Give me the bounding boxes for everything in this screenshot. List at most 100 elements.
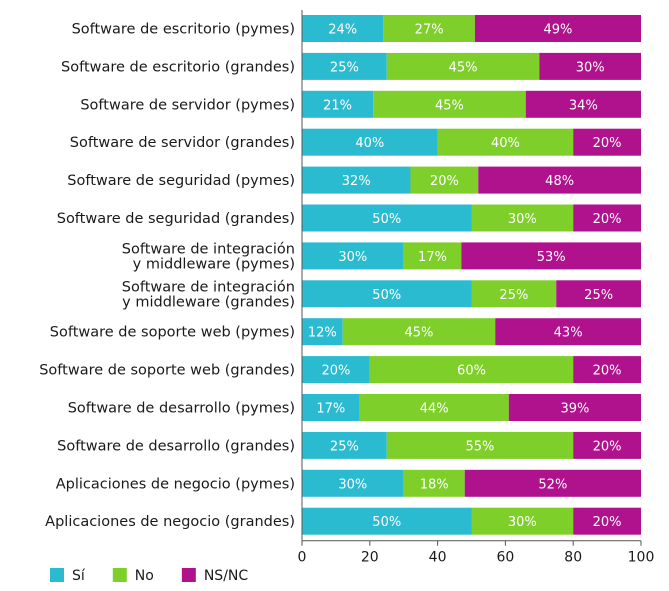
category-label: Software de soporte web (pymes) bbox=[50, 325, 295, 341]
x-tick-label: 80 bbox=[564, 550, 582, 566]
bar-value-label: 34% bbox=[569, 98, 598, 113]
bar-ns-nc-4 bbox=[478, 166, 641, 194]
bar-value-label: 20% bbox=[593, 439, 622, 454]
category-label-line: Software de soporte web (grandes) bbox=[39, 363, 295, 379]
category-label: Software de desarrollo (pymes) bbox=[68, 401, 295, 417]
bar-s-0 bbox=[302, 15, 384, 42]
bar-ns-nc-6 bbox=[461, 242, 641, 270]
category-label: Software de escritorio (grandes) bbox=[61, 59, 295, 75]
bar-s-9 bbox=[302, 356, 370, 384]
bar-no-1 bbox=[386, 52, 540, 80]
category-label-line: y middleware (pymes) bbox=[133, 256, 295, 272]
category-label: Software de escritorio (pymes) bbox=[72, 22, 295, 38]
bar-no-9 bbox=[369, 356, 574, 384]
category-label-line: Software de soporte web (pymes) bbox=[50, 325, 295, 341]
category-label-line: Software de integración bbox=[122, 279, 295, 295]
category-label-line: Software de desarrollo (pymes) bbox=[68, 401, 295, 417]
bars-group: 24% 27% 49% 25% 45% 30% 21% 45% 34% 40% 40% 20% 32% 2… bbox=[302, 15, 641, 535]
bar-value-label: 44% bbox=[420, 402, 449, 417]
bar-s-2 bbox=[302, 90, 374, 118]
category-label-line: Software de desarrollo (grandes) bbox=[57, 438, 295, 454]
bar-ns-nc-11 bbox=[573, 431, 641, 459]
category-label-line: Software de seguridad (grandes) bbox=[57, 211, 295, 227]
bar-s-11 bbox=[302, 431, 387, 459]
bar-value-label: 25% bbox=[499, 288, 528, 303]
legend-label-ns-nc: NS/NC bbox=[204, 568, 249, 584]
bar-value-label: 45% bbox=[405, 326, 434, 341]
bar-ns-nc-9 bbox=[573, 356, 641, 384]
bar-s-5 bbox=[302, 204, 472, 232]
bar-value-label: 50% bbox=[372, 288, 401, 303]
bar-value-label: 12% bbox=[308, 326, 337, 341]
category-label-line: Aplicaciones de negocio (grandes) bbox=[45, 514, 295, 530]
bar-value-label: 25% bbox=[584, 288, 613, 303]
bar-no-8 bbox=[342, 318, 496, 346]
category-label: Aplicaciones de negocio (pymes) bbox=[56, 476, 295, 492]
category-label: Software de desarrollo (grandes) bbox=[57, 438, 295, 454]
bar-value-label: 20% bbox=[593, 212, 622, 227]
category-label: Software de servidor (grandes) bbox=[70, 135, 295, 151]
bar-s-3 bbox=[302, 128, 438, 156]
bar-value-label: 30% bbox=[508, 515, 537, 530]
bar-no-11 bbox=[386, 431, 574, 459]
bar-no-13 bbox=[471, 507, 574, 535]
category-label-line: Software de escritorio (pymes) bbox=[72, 22, 295, 38]
bar-value-label: 32% bbox=[342, 174, 371, 189]
bar-no-0 bbox=[383, 15, 475, 42]
bar-s-13 bbox=[302, 507, 472, 535]
bar-s-4 bbox=[302, 166, 411, 194]
bar-ns-nc-13 bbox=[573, 507, 641, 535]
bar-ns-nc-3 bbox=[573, 128, 641, 156]
bar-value-label: 45% bbox=[435, 98, 464, 113]
bar-ns-nc-12 bbox=[464, 469, 641, 497]
x-tick-label: 0 bbox=[298, 550, 307, 566]
bar-s-10 bbox=[302, 394, 360, 421]
category-label: Software de seguridad (grandes) bbox=[57, 211, 295, 227]
bar-ns-nc-5 bbox=[573, 204, 641, 232]
bar-no-7 bbox=[471, 280, 557, 308]
bar-value-label: 30% bbox=[338, 477, 367, 492]
category-label-line: Software de integración bbox=[122, 241, 295, 257]
bar-no-12 bbox=[403, 469, 465, 497]
bar-ns-nc-8 bbox=[495, 318, 641, 346]
legend-swatch-no bbox=[112, 568, 127, 582]
bar-value-label: 30% bbox=[338, 250, 367, 265]
legend-swatch-s bbox=[50, 568, 64, 582]
bar-value-label: 53% bbox=[537, 250, 566, 265]
bar-value-label: 20% bbox=[593, 515, 622, 530]
category-label: Aplicaciones de negocio (grandes) bbox=[45, 514, 295, 530]
bar-ns-nc-7 bbox=[556, 280, 641, 308]
bar-value-label: 20% bbox=[593, 364, 622, 379]
bar-no-5 bbox=[471, 204, 574, 232]
bar-value-label: 21% bbox=[323, 98, 352, 113]
x-tick-label: 60 bbox=[496, 550, 514, 566]
x-axis: 0 20 40 60 80 100 bbox=[298, 10, 655, 566]
bar-value-label: 50% bbox=[372, 212, 401, 227]
bar-value-label: 25% bbox=[330, 439, 359, 454]
category-label-line: Software de servidor (pymes) bbox=[80, 97, 295, 113]
bar-s-6 bbox=[302, 242, 404, 270]
bar-s-1 bbox=[302, 52, 387, 80]
legend-label-s: Sí bbox=[72, 568, 86, 584]
bar-value-label: 25% bbox=[330, 60, 359, 75]
legend: Sí No NS/NC bbox=[50, 568, 248, 584]
bar-value-label: 20% bbox=[593, 136, 622, 151]
x-tick-label: 20 bbox=[361, 550, 379, 566]
bar-s-12 bbox=[302, 469, 404, 497]
bar-no-4 bbox=[410, 166, 479, 194]
bar-value-label: 24% bbox=[328, 23, 357, 38]
bar-no-6 bbox=[403, 242, 462, 270]
x-tick-label: 40 bbox=[429, 550, 447, 566]
x-tick-label: 100 bbox=[628, 550, 655, 566]
bar-value-label: 55% bbox=[466, 439, 495, 454]
bar-value-label: 48% bbox=[545, 174, 574, 189]
category-label-line: y middleware (grandes) bbox=[122, 294, 295, 310]
bar-no-2 bbox=[373, 90, 526, 118]
bar-value-label: 18% bbox=[420, 477, 449, 492]
bar-ns-nc-1 bbox=[539, 52, 641, 80]
category-label: Software de servidor (pymes) bbox=[80, 97, 295, 113]
bar-value-label: 20% bbox=[321, 364, 350, 379]
category-label: Software de seguridad (pymes) bbox=[67, 173, 295, 189]
bar-value-label: 27% bbox=[415, 23, 444, 38]
category-label-line: Software de seguridad (pymes) bbox=[67, 173, 295, 189]
